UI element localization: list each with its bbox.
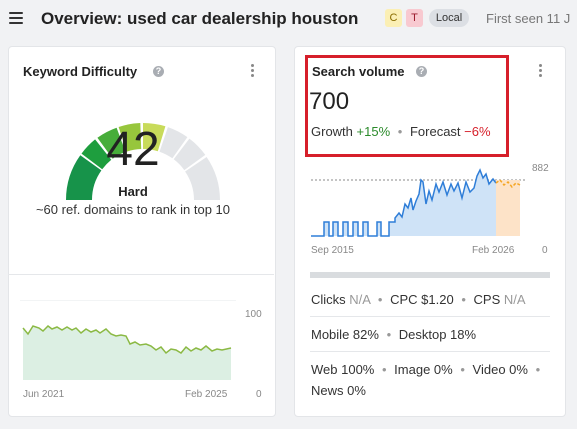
help-icon[interactable]: ?	[416, 66, 427, 77]
search-type-split-line: Web 100% • Image 0% • Video 0% •	[311, 362, 544, 377]
search-volume-value: 700	[309, 88, 350, 115]
gauge-segment-3	[97, 127, 126, 159]
separator-dot: •	[461, 292, 466, 307]
sv-line	[311, 168, 497, 237]
difficulty-level: Hard	[118, 184, 148, 199]
more-options-icon[interactable]	[539, 64, 543, 79]
search-type-split-line-2: News 0%	[311, 383, 366, 398]
gauge-segment-7	[173, 138, 206, 171]
intent-badge-transactional[interactable]: T	[406, 9, 423, 27]
sv-forecast-line	[495, 178, 521, 189]
page-title: Overview: used car dealership houston	[41, 9, 359, 28]
news-share: News 0%	[311, 383, 366, 398]
keyword-difficulty-trend-chart	[20, 300, 236, 380]
clicks-progress-bar	[310, 272, 550, 278]
web-share: Web 100%	[311, 362, 375, 377]
forecast-label: Forecast	[409, 124, 461, 139]
more-options-icon[interactable]	[251, 64, 255, 79]
growth-forecast-line: Growth +15% • Forecast −6%	[311, 124, 491, 139]
search-volume-highlight	[305, 55, 509, 157]
top-bar: Overview: used car dealership houston C …	[0, 0, 577, 38]
separator-dot: •	[397, 124, 403, 139]
difficulty-description: ~60 ref. domains to rank in top 10	[35, 202, 231, 217]
kd-chart-x-start: Jun 2021	[23, 389, 65, 400]
separator-dot: •	[381, 362, 387, 377]
cps-label: CPS	[473, 292, 501, 307]
cpc-label: CPC	[390, 292, 418, 307]
divider	[8, 274, 274, 275]
keyword-difficulty-title: Keyword Difficulty	[23, 64, 138, 79]
separator-dot: •	[377, 292, 383, 307]
gauge-segment-8	[185, 157, 220, 200]
kd-trend-area	[23, 326, 231, 380]
local-badge[interactable]: Local	[429, 9, 469, 27]
desktop-share: Desktop 18%	[398, 327, 477, 342]
kd-chart-y-max: 100	[245, 309, 262, 320]
divider	[310, 316, 550, 317]
cpc-value: $1.20	[421, 292, 454, 307]
divider	[310, 351, 550, 352]
mobile-share: Mobile 82%	[311, 327, 379, 342]
sv-area	[311, 170, 496, 236]
separator-dot: •	[460, 362, 465, 377]
clicks-label: Clicks	[311, 292, 346, 307]
video-share: Video 0%	[472, 362, 528, 377]
clicks-cpc-cps-line: Clicks N/A • CPC $1.20 • CPS N/A	[311, 292, 526, 307]
gauge-segment-1	[66, 155, 102, 200]
gauge-segment-5	[143, 122, 166, 152]
growth-value: +15%	[356, 124, 391, 139]
hamburger-menu-icon[interactable]	[9, 12, 23, 24]
sv-chart-y-max: 882	[532, 163, 549, 174]
forecast-value: −6%	[464, 124, 491, 139]
image-share: Image 0%	[394, 362, 453, 377]
separator-dot: •	[535, 362, 541, 377]
kd-trend-line	[22, 325, 232, 355]
gauge-segment-6	[159, 127, 188, 159]
device-split-line: Mobile 82% • Desktop 18%	[311, 327, 476, 342]
gauge-segment-4	[118, 123, 142, 152]
sv-chart-x-end: Feb 2026	[472, 245, 515, 256]
clicks-value: N/A	[349, 292, 371, 307]
intent-badge-commercial[interactable]: C	[385, 9, 402, 27]
search-volume-title: Search volume	[312, 64, 405, 79]
cps-value: N/A	[503, 292, 526, 307]
sv-chart-y-min: 0	[542, 245, 548, 256]
gauge-segment-2	[81, 139, 112, 170]
help-icon[interactable]: ?	[153, 66, 164, 77]
kd-chart-y-min: 0	[256, 389, 262, 400]
search-volume-chart	[311, 168, 527, 237]
sv-chart-x-start: Sep 2015	[311, 245, 354, 256]
first-seen-text: First seen 11 J	[486, 11, 571, 26]
kd-chart-x-end: Feb 2025	[185, 389, 228, 400]
separator-dot: •	[386, 327, 392, 342]
keyword-difficulty-score: 42	[106, 123, 160, 176]
growth-label: Growth	[311, 124, 353, 139]
